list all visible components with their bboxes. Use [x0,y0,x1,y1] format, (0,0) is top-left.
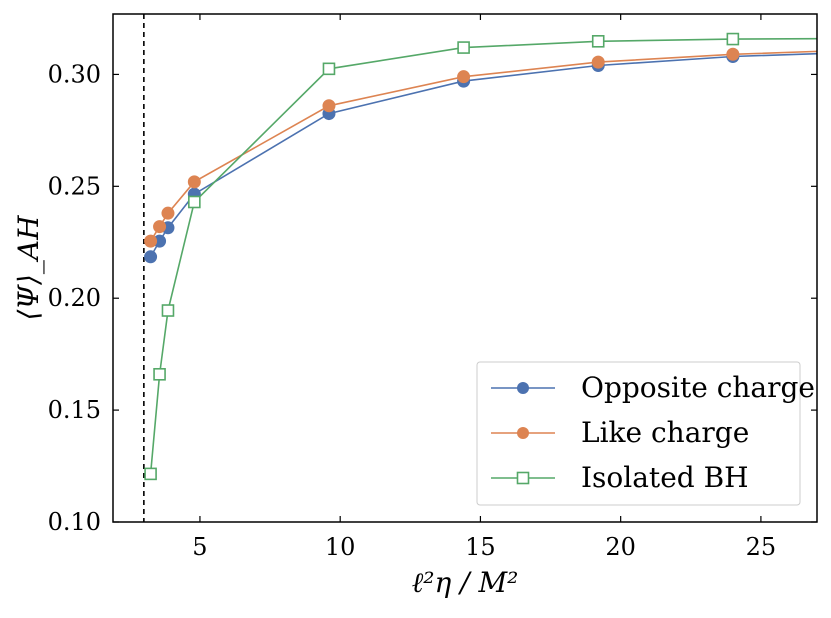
x-tick-label-1: 10 [325,533,356,561]
x-tick-label-4: 25 [746,533,777,561]
plot-clip-group [143,14,831,522]
data-point-1-3 [187,175,201,189]
data-point-2-8 [826,33,831,44]
x-tick-label-3: 20 [605,533,636,561]
data-point-0-0 [144,250,158,264]
data-point-2-5 [457,41,470,54]
data-point-2-2 [161,304,175,317]
series-line-0 [149,52,817,258]
legend-marker-0 [517,382,529,394]
data-point-2-7 [726,32,740,46]
data-point-1-0 [144,234,158,248]
data-point-0-8 [825,47,831,59]
legend-marker-1 [517,427,529,439]
y-axis-label: ⟨Ψ⟩_AH [12,215,45,321]
legend: Opposite charge Like charge Isolated BH [476,361,815,506]
y-tick-label-2: 0.20 [48,284,101,312]
data-point-1-5 [457,70,471,84]
legend-label-2: Isolated BH [581,461,749,494]
data-point-2-0 [144,467,157,481]
ticks-layer: 5 10 15 20 25 0.10 0.15 0.20 0.25 0.30 [48,14,817,561]
legend-label-1: Like charge [581,416,749,449]
data-point-1-1 [153,220,167,234]
data-point-1-6 [591,55,605,69]
x-tick-label-0: 5 [192,533,207,561]
x-axis-label: ℓ²η / M² [412,566,519,599]
x-tick-label-2: 15 [465,533,496,561]
y-tick-label-0: 0.10 [48,508,101,536]
plot-layer [143,14,831,522]
plot-frame [112,13,818,523]
y-tick-label-4: 0.30 [48,60,101,88]
data-point-1-7 [726,47,740,61]
data-point-2-3 [188,195,201,209]
series-line-1 [149,50,817,242]
data-point-1-4 [322,99,336,113]
legend-box [476,361,801,506]
data-point-1-8 [825,45,831,57]
data-point-2-4 [322,62,336,76]
data-point-2-6 [591,35,605,48]
legend-marker-2 [516,471,530,485]
y-tick-label-3: 0.25 [48,172,101,200]
y-tick-label-1: 0.15 [48,396,101,424]
legend-entries: Opposite charge Like charge Isolated BH [491,371,815,494]
legend-label-0: Opposite charge [581,371,815,404]
data-point-1-2 [161,206,175,220]
data-point-2-1 [153,367,166,381]
